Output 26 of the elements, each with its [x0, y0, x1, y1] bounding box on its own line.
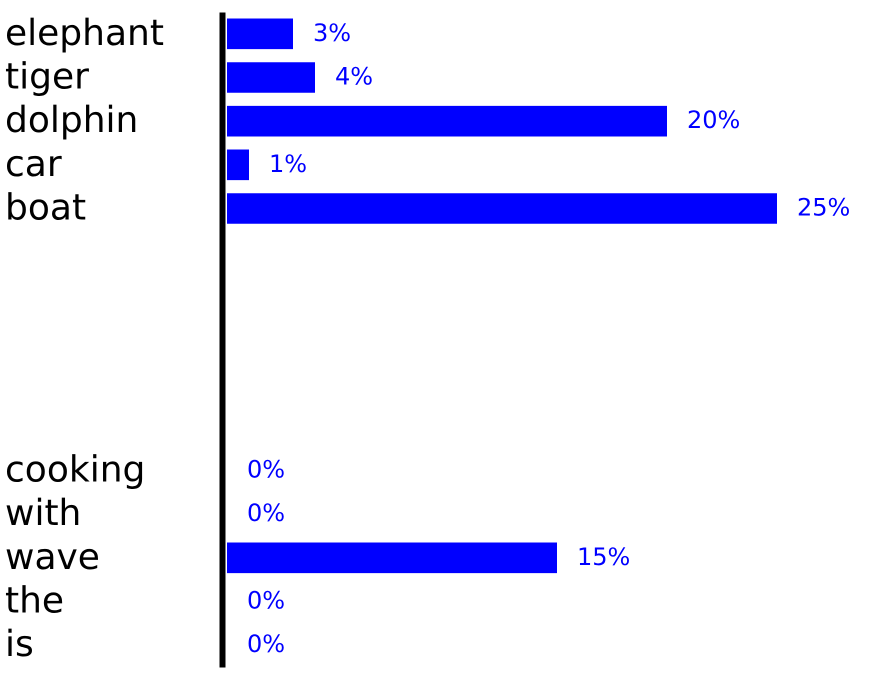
y-tick-label: cooking — [5, 450, 146, 490]
bar — [227, 193, 777, 224]
data-label: 0% — [247, 586, 286, 614]
data-label: 4% — [335, 62, 374, 90]
bar — [227, 62, 315, 93]
data-label: 25% — [797, 194, 850, 222]
bar — [227, 542, 557, 574]
y-tick-label: elephant — [5, 12, 164, 54]
data-label: 15% — [577, 542, 630, 571]
data-label: 0% — [247, 630, 286, 658]
y-tick-label: is — [5, 624, 34, 666]
data-label: 3% — [313, 18, 352, 47]
bar — [227, 150, 249, 180]
y-tick-label: wave — [5, 536, 100, 578]
y-tick-label: dolphin — [5, 100, 138, 142]
data-label: 0% — [247, 499, 286, 528]
y-tick-label: car — [5, 144, 62, 185]
bar — [227, 106, 667, 136]
data-label: 0% — [247, 456, 286, 484]
data-label: 1% — [269, 150, 308, 178]
bar — [227, 18, 293, 50]
y-tick-label: boat — [5, 188, 86, 228]
data-label: 20% — [687, 106, 740, 134]
y-tick-label: tiger — [5, 56, 90, 98]
y-tick-label: with — [5, 493, 82, 534]
y-tick-label: the — [5, 580, 64, 622]
